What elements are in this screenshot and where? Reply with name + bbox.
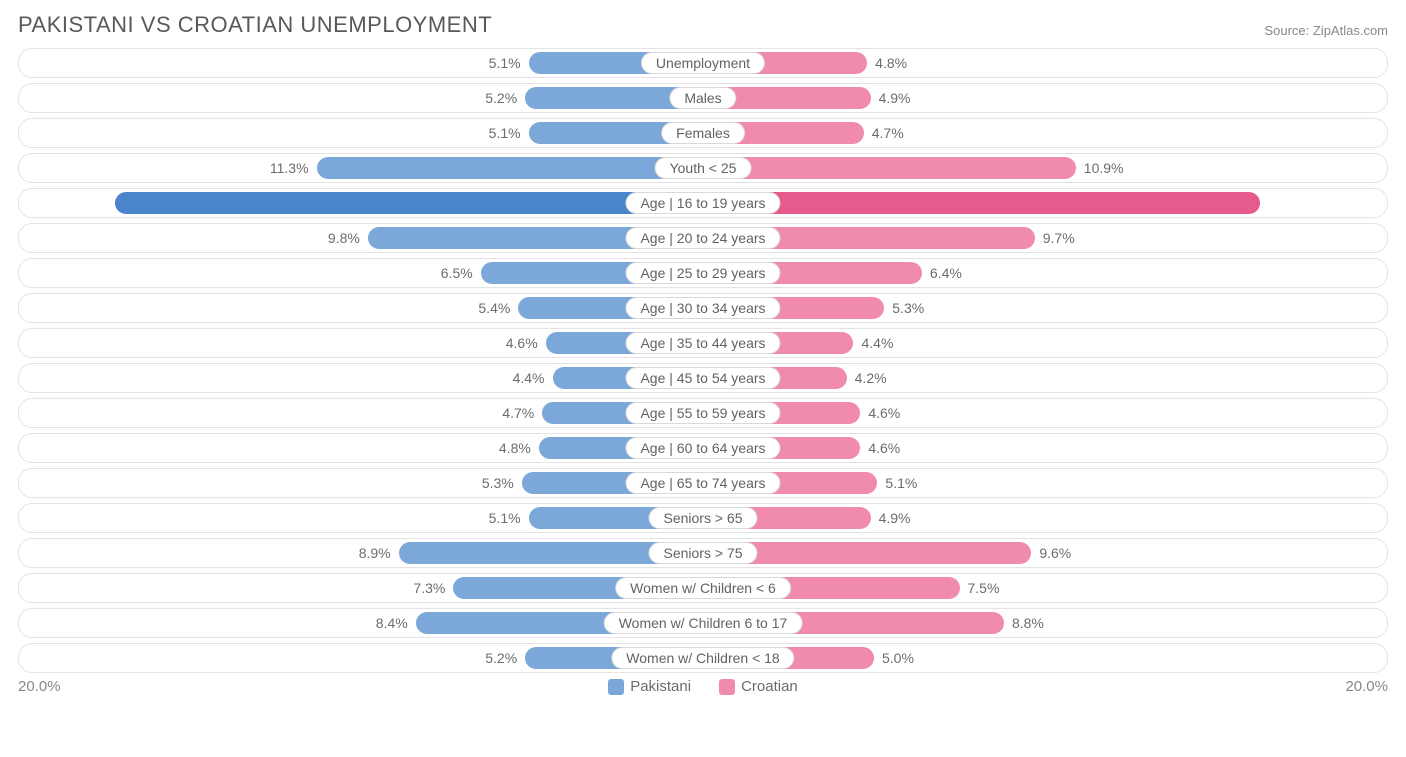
legend-swatch-right (719, 679, 735, 695)
value-left: 5.1% (489, 49, 529, 77)
chart-row: 8.4% 8.8% Women w/ Children 6 to 17 (18, 608, 1388, 638)
category-label: Age | 20 to 24 years (625, 227, 780, 249)
category-label: Unemployment (641, 52, 765, 74)
legend: Pakistani Croatian (61, 678, 1346, 695)
legend-label-left: Pakistani (630, 678, 691, 695)
value-right: 4.2% (847, 364, 887, 392)
category-label: Age | 16 to 19 years (625, 192, 780, 214)
chart-row: 5.2% 5.0% Women w/ Children < 18 (18, 643, 1388, 673)
value-left: 5.1% (489, 119, 529, 147)
value-right: 4.7% (864, 119, 904, 147)
chart-row: 4.4% 4.2% Age | 45 to 54 years (18, 363, 1388, 393)
value-right: 4.6% (860, 399, 900, 427)
value-left: 9.8% (328, 224, 368, 252)
category-label: Women w/ Children < 18 (611, 647, 794, 669)
value-left: 7.3% (413, 574, 453, 602)
value-left: 8.4% (376, 609, 416, 637)
value-left: 4.7% (502, 399, 542, 427)
legend-item-left: Pakistani (608, 678, 691, 695)
header: PAKISTANI VS CROATIAN UNEMPLOYMENT Sourc… (18, 12, 1388, 38)
chart-row: 5.1% 4.7% Females (18, 118, 1388, 148)
category-label: Females (661, 122, 745, 144)
value-right: 16.3% (1339, 189, 1379, 217)
value-right: 4.8% (867, 49, 907, 77)
category-label: Age | 55 to 59 years (625, 402, 780, 424)
chart-row: 5.3% 5.1% Age | 65 to 74 years (18, 468, 1388, 498)
value-right: 9.7% (1035, 224, 1075, 252)
value-left: 4.8% (499, 434, 539, 462)
chart-footer: 20.0% Pakistani Croatian 20.0% (18, 678, 1388, 695)
category-label: Seniors > 75 (649, 542, 758, 564)
axis-max-right: 20.0% (1345, 678, 1388, 695)
category-label: Males (669, 87, 736, 109)
chart-title: PAKISTANI VS CROATIAN UNEMPLOYMENT (18, 12, 492, 38)
chart-row: 4.7% 4.6% Age | 55 to 59 years (18, 398, 1388, 428)
chart-row: 11.3% 10.9% Youth < 25 (18, 153, 1388, 183)
chart-row: 5.4% 5.3% Age | 30 to 34 years (18, 293, 1388, 323)
chart-row: 4.8% 4.6% Age | 60 to 64 years (18, 433, 1388, 463)
legend-swatch-left (608, 679, 624, 695)
value-right: 4.9% (871, 84, 911, 112)
category-label: Age | 65 to 74 years (625, 472, 780, 494)
chart-row: 6.5% 6.4% Age | 25 to 29 years (18, 258, 1388, 288)
category-label: Women w/ Children < 6 (615, 577, 791, 599)
value-left: 5.3% (482, 469, 522, 497)
value-right: 5.1% (877, 469, 917, 497)
category-label: Women w/ Children 6 to 17 (604, 612, 803, 634)
bar-right (703, 157, 1076, 179)
category-label: Seniors > 65 (649, 507, 758, 529)
value-right: 9.6% (1031, 539, 1071, 567)
bar-right (703, 192, 1260, 214)
value-right: 5.3% (884, 294, 924, 322)
legend-label-right: Croatian (741, 678, 798, 695)
bar-left (115, 192, 703, 214)
value-left: 6.5% (441, 259, 481, 287)
category-label: Youth < 25 (655, 157, 752, 179)
axis-max-left: 20.0% (18, 678, 61, 695)
value-right: 8.8% (1004, 609, 1044, 637)
category-label: Age | 30 to 34 years (625, 297, 780, 319)
value-right: 4.6% (860, 434, 900, 462)
value-right: 10.9% (1076, 154, 1124, 182)
chart-row: 9.8% 9.7% Age | 20 to 24 years (18, 223, 1388, 253)
value-right: 5.0% (874, 644, 914, 672)
value-left: 8.9% (359, 539, 399, 567)
category-label: Age | 45 to 54 years (625, 367, 780, 389)
category-label: Age | 60 to 64 years (625, 437, 780, 459)
chart-row: 4.6% 4.4% Age | 35 to 44 years (18, 328, 1388, 358)
category-label: Age | 25 to 29 years (625, 262, 780, 284)
diverging-bar-chart: 5.1% 4.8% Unemployment 5.2% 4.9% Males 5.1% 4.7… (18, 48, 1388, 673)
value-left: 5.2% (485, 84, 525, 112)
value-left: 17.2% (27, 189, 67, 217)
value-right: 4.4% (853, 329, 893, 357)
value-left: 11.3% (270, 154, 317, 182)
bar-left (317, 157, 703, 179)
value-left: 5.4% (478, 294, 518, 322)
value-left: 5.2% (485, 644, 525, 672)
chart-row: 5.1% 4.8% Unemployment (18, 48, 1388, 78)
source-attribution: Source: ZipAtlas.com (1264, 23, 1388, 38)
legend-item-right: Croatian (719, 678, 798, 695)
category-label: Age | 35 to 44 years (625, 332, 780, 354)
value-left: 4.4% (513, 364, 553, 392)
value-right: 6.4% (922, 259, 962, 287)
chart-row: 5.2% 4.9% Males (18, 83, 1388, 113)
value-left: 5.1% (489, 504, 529, 532)
chart-row: 17.2% 16.3% Age | 16 to 19 years (18, 188, 1388, 218)
chart-row: 5.1% 4.9% Seniors > 65 (18, 503, 1388, 533)
value-right: 7.5% (960, 574, 1000, 602)
value-left: 4.6% (506, 329, 546, 357)
chart-row: 8.9% 9.6% Seniors > 75 (18, 538, 1388, 568)
chart-row: 7.3% 7.5% Women w/ Children < 6 (18, 573, 1388, 603)
value-right: 4.9% (871, 504, 911, 532)
